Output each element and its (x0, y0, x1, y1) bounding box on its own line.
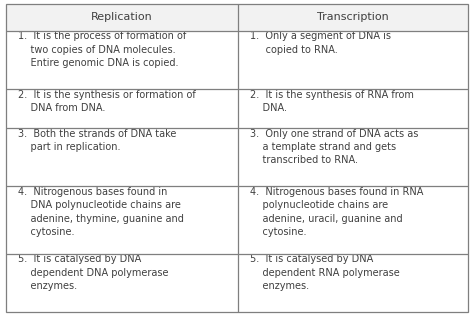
Text: 2.  It is the synthesis of RNA from
    DNA.: 2. It is the synthesis of RNA from DNA. (250, 90, 414, 113)
Text: 1.  It is the process of formation of
    two copies of DNA molecules.
    Entir: 1. It is the process of formation of two… (18, 31, 186, 68)
Text: 3.  Both the strands of DNA take
    part in replication.: 3. Both the strands of DNA take part in … (18, 129, 176, 152)
Text: Transcription: Transcription (317, 12, 389, 22)
Text: 5.  It is catalysed by DNA
    dependent RNA polymerase
    enzymes.: 5. It is catalysed by DNA dependent RNA … (250, 254, 400, 291)
Text: 5.  It is catalysed by DNA
    dependent DNA polymerase
    enzymes.: 5. It is catalysed by DNA dependent DNA … (18, 254, 168, 291)
Text: 2.  It is the synthesis or formation of
    DNA from DNA.: 2. It is the synthesis or formation of D… (18, 90, 195, 113)
Text: Replication: Replication (91, 12, 153, 22)
Text: 3.  Only one strand of DNA acts as
    a template strand and gets
    transcribe: 3. Only one strand of DNA acts as a temp… (250, 129, 418, 165)
Text: 4.  Nitrogenous bases found in RNA
    polynucleotide chains are
    adenine, ur: 4. Nitrogenous bases found in RNA polynu… (250, 187, 423, 237)
Text: 4.  Nitrogenous bases found in
    DNA polynucleotide chains are
    adenine, th: 4. Nitrogenous bases found in DNA polynu… (18, 187, 183, 237)
Text: 1.  Only a segment of DNA is
     copied to RNA.: 1. Only a segment of DNA is copied to RN… (250, 31, 391, 55)
Bar (6, 4, 468, 31)
